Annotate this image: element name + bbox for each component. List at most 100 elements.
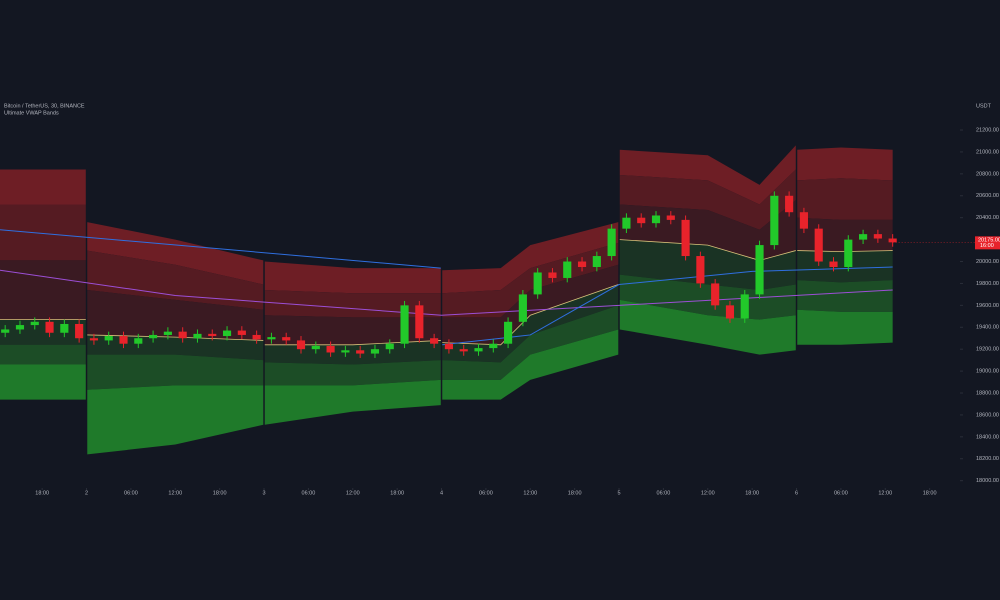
vwap-line	[797, 250, 893, 253]
last-price-tag	[975, 236, 1000, 250]
candle-body	[1, 329, 10, 333]
candle-body	[755, 245, 764, 295]
candle-body	[75, 323, 84, 339]
candle-body	[282, 337, 291, 341]
vwap-band	[442, 222, 619, 294]
vwap-band	[442, 305, 619, 380]
y-tick-label: 20000.00	[976, 259, 999, 265]
vwap-band	[0, 260, 86, 320]
candle-body	[533, 272, 542, 295]
candle-body	[400, 305, 409, 344]
countdown-label: 16:00	[980, 243, 994, 249]
candle-body	[577, 261, 587, 268]
candle-body	[888, 238, 897, 243]
x-tick-label: 5	[617, 490, 620, 496]
candle-body	[104, 336, 113, 341]
candle-body	[311, 345, 320, 350]
candle-body	[563, 261, 572, 278]
vwap-band	[442, 242, 619, 318]
x-tick-label: 06:00	[657, 490, 671, 496]
candle-body	[622, 217, 631, 229]
vwap-band	[797, 309, 893, 345]
candle-body	[237, 330, 246, 335]
candle-body	[296, 340, 306, 350]
candle-body	[134, 338, 143, 344]
candle-body	[607, 228, 616, 257]
vwap-line	[87, 334, 264, 341]
vwap-band	[442, 264, 619, 345]
indicator-line	[0, 229, 441, 269]
vwap-band	[0, 204, 86, 261]
vwap-line	[619, 239, 796, 261]
candle-body	[785, 195, 794, 213]
candle-body	[829, 261, 838, 268]
vwap-band	[0, 364, 86, 400]
candle-body	[518, 294, 527, 322]
vwap-band	[797, 280, 893, 312]
vwap-band	[442, 329, 619, 400]
y-tick-label: 19600.00	[976, 303, 999, 309]
x-tick-label: 12:00	[523, 490, 537, 496]
vwap-band	[619, 200, 796, 261]
vwap-band	[0, 169, 86, 205]
candle-body	[341, 350, 350, 353]
vwap-band	[619, 145, 796, 205]
x-tick-label: 18:00	[923, 490, 937, 496]
candle-body	[740, 294, 749, 319]
candle-body	[385, 343, 394, 350]
x-tick-label: 12:00	[878, 490, 892, 496]
vwap-band	[87, 354, 264, 390]
candle-body	[770, 195, 779, 246]
vwap-band	[87, 222, 264, 285]
y-tick-label: 18000.00	[976, 478, 999, 484]
candle-body	[178, 331, 187, 339]
candle-body	[30, 321, 39, 326]
y-tick-label: 19800.00	[976, 281, 999, 287]
x-tick-label: 06:00	[834, 490, 848, 496]
x-tick-label: 18:00	[213, 490, 227, 496]
candle-body	[430, 338, 439, 344]
candle-body	[15, 325, 25, 330]
y-tick-label: 20600.00	[976, 193, 999, 199]
x-tick-label: 12:00	[701, 490, 715, 496]
candle-body	[370, 349, 380, 354]
candle-body	[326, 345, 335, 353]
candle-body	[651, 215, 661, 224]
vwap-band	[264, 340, 441, 365]
candle-body	[163, 331, 172, 335]
indicator-line	[442, 266, 893, 346]
y-tick-label: 19200.00	[976, 347, 999, 353]
vwap-band	[619, 239, 796, 291]
vwap-band	[264, 261, 441, 294]
candle-body	[592, 256, 601, 268]
candle-body	[681, 219, 690, 257]
x-tick-label: 18:00	[35, 490, 49, 496]
vwap-band	[264, 315, 441, 345]
vwap-band	[619, 169, 796, 230]
candle-body	[711, 283, 720, 306]
candle-body	[119, 336, 128, 344]
x-tick-label: 3	[262, 490, 265, 496]
candle-body	[444, 343, 453, 350]
y-tick-label: 21000.00	[976, 149, 999, 155]
y-tick-label: 18600.00	[976, 412, 999, 418]
vwap-band	[619, 274, 796, 320]
y-tick-label: 18800.00	[976, 390, 999, 396]
indicator-line	[0, 269, 893, 316]
candle-body	[725, 305, 735, 319]
last-price-label: 20175.00	[978, 237, 1000, 243]
x-tick-label: 4	[440, 490, 443, 496]
x-tick-label: 18:00	[390, 490, 404, 496]
vwap-band	[264, 360, 441, 386]
candle-body	[267, 337, 276, 340]
x-tick-label: 12:00	[346, 490, 360, 496]
vwap-band	[87, 385, 264, 455]
candle-body	[222, 330, 232, 337]
candle-body	[89, 338, 98, 341]
vwap-band	[0, 319, 86, 345]
candle-body	[45, 321, 54, 333]
candle-body	[474, 348, 483, 352]
candle-body	[149, 334, 158, 339]
